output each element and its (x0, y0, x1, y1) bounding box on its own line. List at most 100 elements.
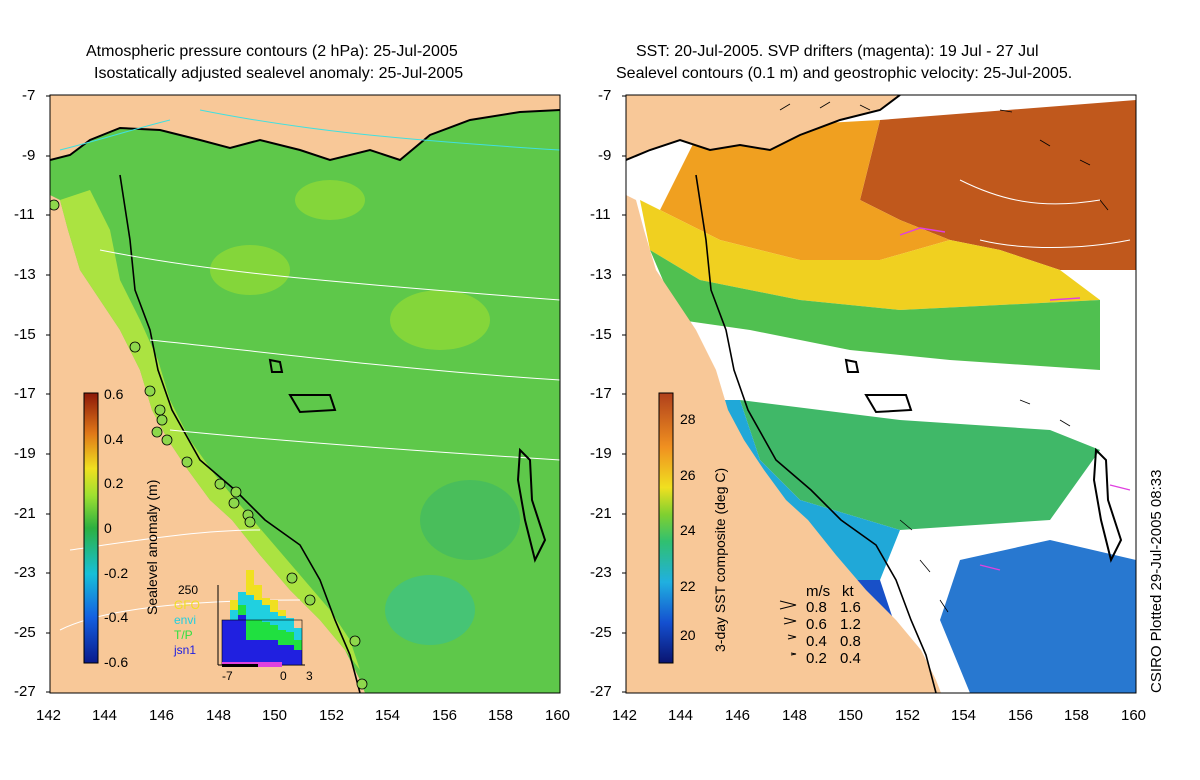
sst-colorbar-tick: 24 (680, 522, 696, 538)
right-lon-tick: 146 (725, 707, 751, 724)
sst-colorbar-tick: 20 (680, 627, 696, 643)
right-lat-tick: -7 (598, 87, 612, 104)
australia-land (50, 195, 365, 693)
velocity-legend-arrows (779, 600, 797, 656)
velocity-legend-kt: 0.8 (840, 633, 861, 650)
right-lat-tick: -9 (598, 147, 612, 164)
velocity-legend-kt: 1.6 (840, 599, 861, 616)
histogram-ymax: 250 (178, 583, 199, 597)
right-lon-tick: 144 (668, 707, 694, 724)
right-lat-tick: -19 (590, 445, 612, 462)
geostrophic-velocity-arrows (779, 101, 1109, 613)
left-lon-tick: 158 (488, 707, 514, 724)
left-lat-tick: -9 (22, 147, 36, 164)
right-map (626, 95, 1136, 693)
coastline (50, 109, 560, 162)
sst-colorbar-tick: 26 (680, 467, 696, 483)
histogram-legend-jsn1: jsn1 (174, 643, 197, 657)
histogram-xtick: 3 (306, 669, 313, 683)
velocity-legend-ms-header: m/s (806, 583, 831, 600)
sla-colorbar (83, 392, 99, 664)
right-lat-tick: -25 (590, 624, 612, 641)
sst-colorbar-tick: 28 (680, 411, 696, 427)
right-lon-tick: 142 (612, 707, 638, 724)
left-lon-tick: 142 (36, 707, 62, 724)
left-lon-tick: 144 (92, 707, 118, 724)
right-lat-tick: -11 (590, 206, 611, 223)
left-lat-tick: -19 (14, 445, 36, 462)
sla-colorbar-tick: -0.6 (104, 654, 129, 670)
right-lat-tick: -23 (590, 564, 612, 581)
velocity-legend-kt: 1.2 (840, 616, 861, 633)
sla-colorbar-tick: 0.6 (104, 386, 124, 402)
velocity-legend-ms: 0.2 (806, 650, 827, 667)
histogram-xtick: -7 (222, 669, 233, 683)
left-title-line2: Isostatically adjusted sealevel anomaly:… (94, 65, 464, 82)
histogram-legend-envi: envi (174, 613, 197, 627)
right-title-line1: SST: 20-Jul-2005. SVP drifters (magenta)… (636, 43, 1039, 60)
sla-colorbar-tick: 0.4 (104, 431, 124, 447)
left-title-line1: Atmospheric pressure contours (2 hPa): 2… (86, 43, 458, 60)
histogram-inset (217, 570, 305, 667)
right-lon-tick: 158 (1064, 707, 1090, 724)
cyan-contours (59, 109, 560, 151)
right-lon-tick: 152 (895, 707, 921, 724)
sst-colorbar-tick: 22 (680, 578, 696, 594)
sla-colorbar-tick: -0.2 (104, 565, 129, 581)
sla-colorbar-label: Sealevel anomaly (m) (144, 479, 160, 615)
right-lon-tick: 148 (782, 707, 808, 724)
right-lat-tick: -17 (590, 385, 612, 402)
velocity-legend-ms: 0.4 (806, 633, 827, 650)
histogram-xtick: 0 (280, 669, 287, 683)
left-lat-tick: -27 (14, 683, 36, 700)
left-lat-tick: -11 (14, 206, 35, 223)
velocity-legend-kt-header: kt (842, 583, 854, 600)
left-lon-tick: 152 (319, 707, 345, 724)
left-lat-tick: -21 (14, 505, 36, 522)
left-lon-tick: 148 (206, 707, 232, 724)
right-lon-tick: 160 (1121, 707, 1147, 724)
sla-colorbar-tick: 0 (104, 520, 112, 536)
right-lon-tick: 154 (951, 707, 977, 724)
svp-drifter-tracks (899, 227, 1131, 571)
left-lon-tick: 156 (432, 707, 458, 724)
sst-blue-east (940, 540, 1136, 693)
histogram-legend-gfo: GFO (174, 598, 200, 612)
shelf-edge (119, 174, 361, 693)
sst-green-band (650, 250, 1100, 370)
left-lat-tick: -15 (14, 326, 36, 343)
sst-colorbar-label: 3-day SST composite (deg C) (712, 467, 728, 652)
sla-colorbar-tick: 0.2 (104, 475, 124, 491)
left-map (50, 95, 560, 693)
left-lat-tick: -17 (14, 385, 36, 402)
australia-land-right (626, 195, 941, 693)
left-lat-tick: -13 (14, 266, 36, 283)
right-lon-tick: 156 (1008, 707, 1034, 724)
sst-colorbar (658, 392, 674, 664)
sst-orange-band (660, 120, 950, 260)
left-lon-tick: 150 (262, 707, 288, 724)
tide-gauge-markers (50, 199, 368, 690)
right-lon-tick: 150 (838, 707, 864, 724)
right-lat-tick: -27 (590, 683, 612, 700)
sla-colorbar-tick: -0.4 (104, 609, 129, 625)
credit-label: CSIRO Plotted 29-Jul-2005 08:33 (1148, 469, 1165, 693)
left-lat-tick: -25 (14, 624, 36, 641)
shelf-band (60, 190, 360, 670)
right-lat-tick: -15 (590, 326, 612, 343)
right-title-line2: Sealevel contours (0.1 m) and geostrophi… (616, 65, 1073, 82)
left-lat-tick: -7 (22, 87, 36, 104)
histogram-bars (222, 570, 302, 665)
histogram-legend-tp: T/P (174, 628, 193, 642)
sst-yellow-band (640, 200, 1100, 310)
left-lon-tick: 154 (375, 707, 401, 724)
velocity-legend-kt: 0.4 (840, 650, 861, 667)
right-lat-tick: -13 (590, 266, 612, 283)
left-lon-tick: 160 (545, 707, 571, 724)
png-land-right (626, 95, 900, 160)
sst-green-south (740, 400, 1100, 530)
right-lat-tick: -21 (590, 505, 612, 522)
velocity-legend-ms: 0.8 (806, 599, 827, 616)
left-lat-tick: -23 (14, 564, 36, 581)
